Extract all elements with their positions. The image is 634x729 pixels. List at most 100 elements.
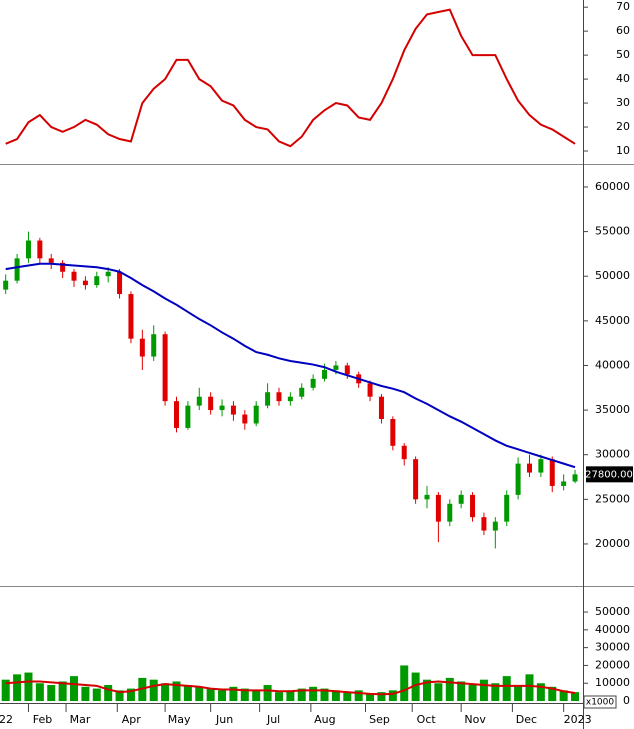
volume-bar <box>309 686 318 702</box>
volume-bar <box>366 693 375 702</box>
candle-body <box>82 280 88 286</box>
candle-body <box>458 494 464 504</box>
candle-body <box>128 294 134 339</box>
volume-bar <box>229 686 238 702</box>
candle-body <box>447 503 453 522</box>
volume-bar <box>479 679 488 702</box>
y-tick-label: 20 <box>616 120 630 133</box>
volume-bar <box>525 674 534 702</box>
candle-body <box>3 280 9 290</box>
price-tag-label: 27800.00 <box>585 469 633 480</box>
candle-body <box>322 369 328 379</box>
candle-body <box>549 459 555 486</box>
volume-bar <box>115 690 124 702</box>
x-tick-label: Feb <box>33 713 52 726</box>
volume-bar <box>161 683 170 702</box>
y-tick-label: 20000 <box>595 537 630 550</box>
x-tick-label: Nov <box>464 713 486 726</box>
volume-bar <box>559 690 568 702</box>
candle-body <box>25 240 31 259</box>
candle-body <box>37 240 43 259</box>
volume-bar <box>172 681 181 702</box>
volume-bar <box>81 686 90 702</box>
candle-body <box>333 365 339 370</box>
candle-body <box>538 459 544 473</box>
candle-body <box>413 459 419 500</box>
volume-bar <box>434 683 443 702</box>
y-tick-label: 40000 <box>595 623 630 636</box>
volume-bar <box>274 692 283 702</box>
volume-bar <box>457 681 466 702</box>
x-tick-label: May <box>168 713 191 726</box>
candle-body <box>435 494 441 522</box>
y-tick-label: 25000 <box>595 492 630 505</box>
candle-body <box>276 392 282 402</box>
candle-body <box>60 262 66 272</box>
volume-bar <box>92 688 101 702</box>
x-tick-label: 2023 <box>564 713 592 726</box>
unit-box <box>583 695 617 709</box>
candle-body <box>344 365 350 375</box>
candle-body <box>208 396 214 411</box>
y-tick-label: 40000 <box>595 358 630 371</box>
x-tick-label: Jul <box>266 713 280 726</box>
volume-bar <box>502 676 511 702</box>
volume-bar <box>70 676 79 702</box>
y-tick-label: 50000 <box>595 605 630 618</box>
candle-body <box>139 338 145 357</box>
candle-body <box>378 396 384 420</box>
y-tick-label: 30000 <box>595 448 630 461</box>
unit-label: x1000 <box>586 698 615 708</box>
candle-body <box>504 494 510 522</box>
volume-bar <box>206 688 215 702</box>
x-tick-label: Mar <box>70 713 91 726</box>
candle-body <box>185 405 191 428</box>
candle-body <box>424 494 430 500</box>
candle-body <box>526 463 532 473</box>
candle-body <box>572 474 578 482</box>
candle-body <box>390 419 396 446</box>
volume-bar <box>104 685 113 702</box>
y-tick-label: 10 <box>616 144 630 157</box>
volume-bar <box>286 690 295 702</box>
volume-bar <box>24 672 33 702</box>
volume-bar <box>297 688 306 702</box>
volume-bar <box>320 688 329 702</box>
y-tick-label: 30000 <box>595 641 630 654</box>
candle-body <box>515 463 521 495</box>
y-tick-label: 50 <box>616 48 630 61</box>
y-tick-label: 70 <box>616 0 630 13</box>
volume-bar <box>411 672 420 702</box>
y-tick-label: 55000 <box>595 225 630 238</box>
volume-bar <box>218 690 227 702</box>
x-tick-label: 22 <box>0 713 13 726</box>
candle-body <box>561 481 567 486</box>
volume-bar <box>445 677 454 702</box>
line <box>5 262 576 469</box>
candle-body <box>71 271 77 281</box>
candle-body <box>117 271 123 295</box>
volume-bar <box>491 683 500 702</box>
price-tag <box>586 466 633 483</box>
x-tick-label: Oct <box>417 713 437 726</box>
volume-bar <box>548 686 557 702</box>
y-tick-label: 30 <box>616 96 630 109</box>
volume-bar <box>468 685 477 702</box>
candle-body <box>105 271 111 277</box>
volume-bar <box>252 690 261 702</box>
y-tick-label: 40 <box>616 72 630 85</box>
x-tick-label: Aug <box>314 713 335 726</box>
volume-bar <box>354 690 363 702</box>
candle-body <box>48 258 54 263</box>
volume-bar <box>400 665 409 702</box>
x-tick-label: Sep <box>369 713 390 726</box>
candle-body <box>173 401 179 428</box>
y-tick-label: 60 <box>616 24 630 37</box>
volume-bar <box>35 683 44 702</box>
y-tick-label: 0 <box>623 694 630 707</box>
volume-bar <box>149 679 158 702</box>
candle-body <box>230 405 236 415</box>
volume-bar <box>183 685 192 702</box>
x-tick-label: Apr <box>122 713 142 726</box>
